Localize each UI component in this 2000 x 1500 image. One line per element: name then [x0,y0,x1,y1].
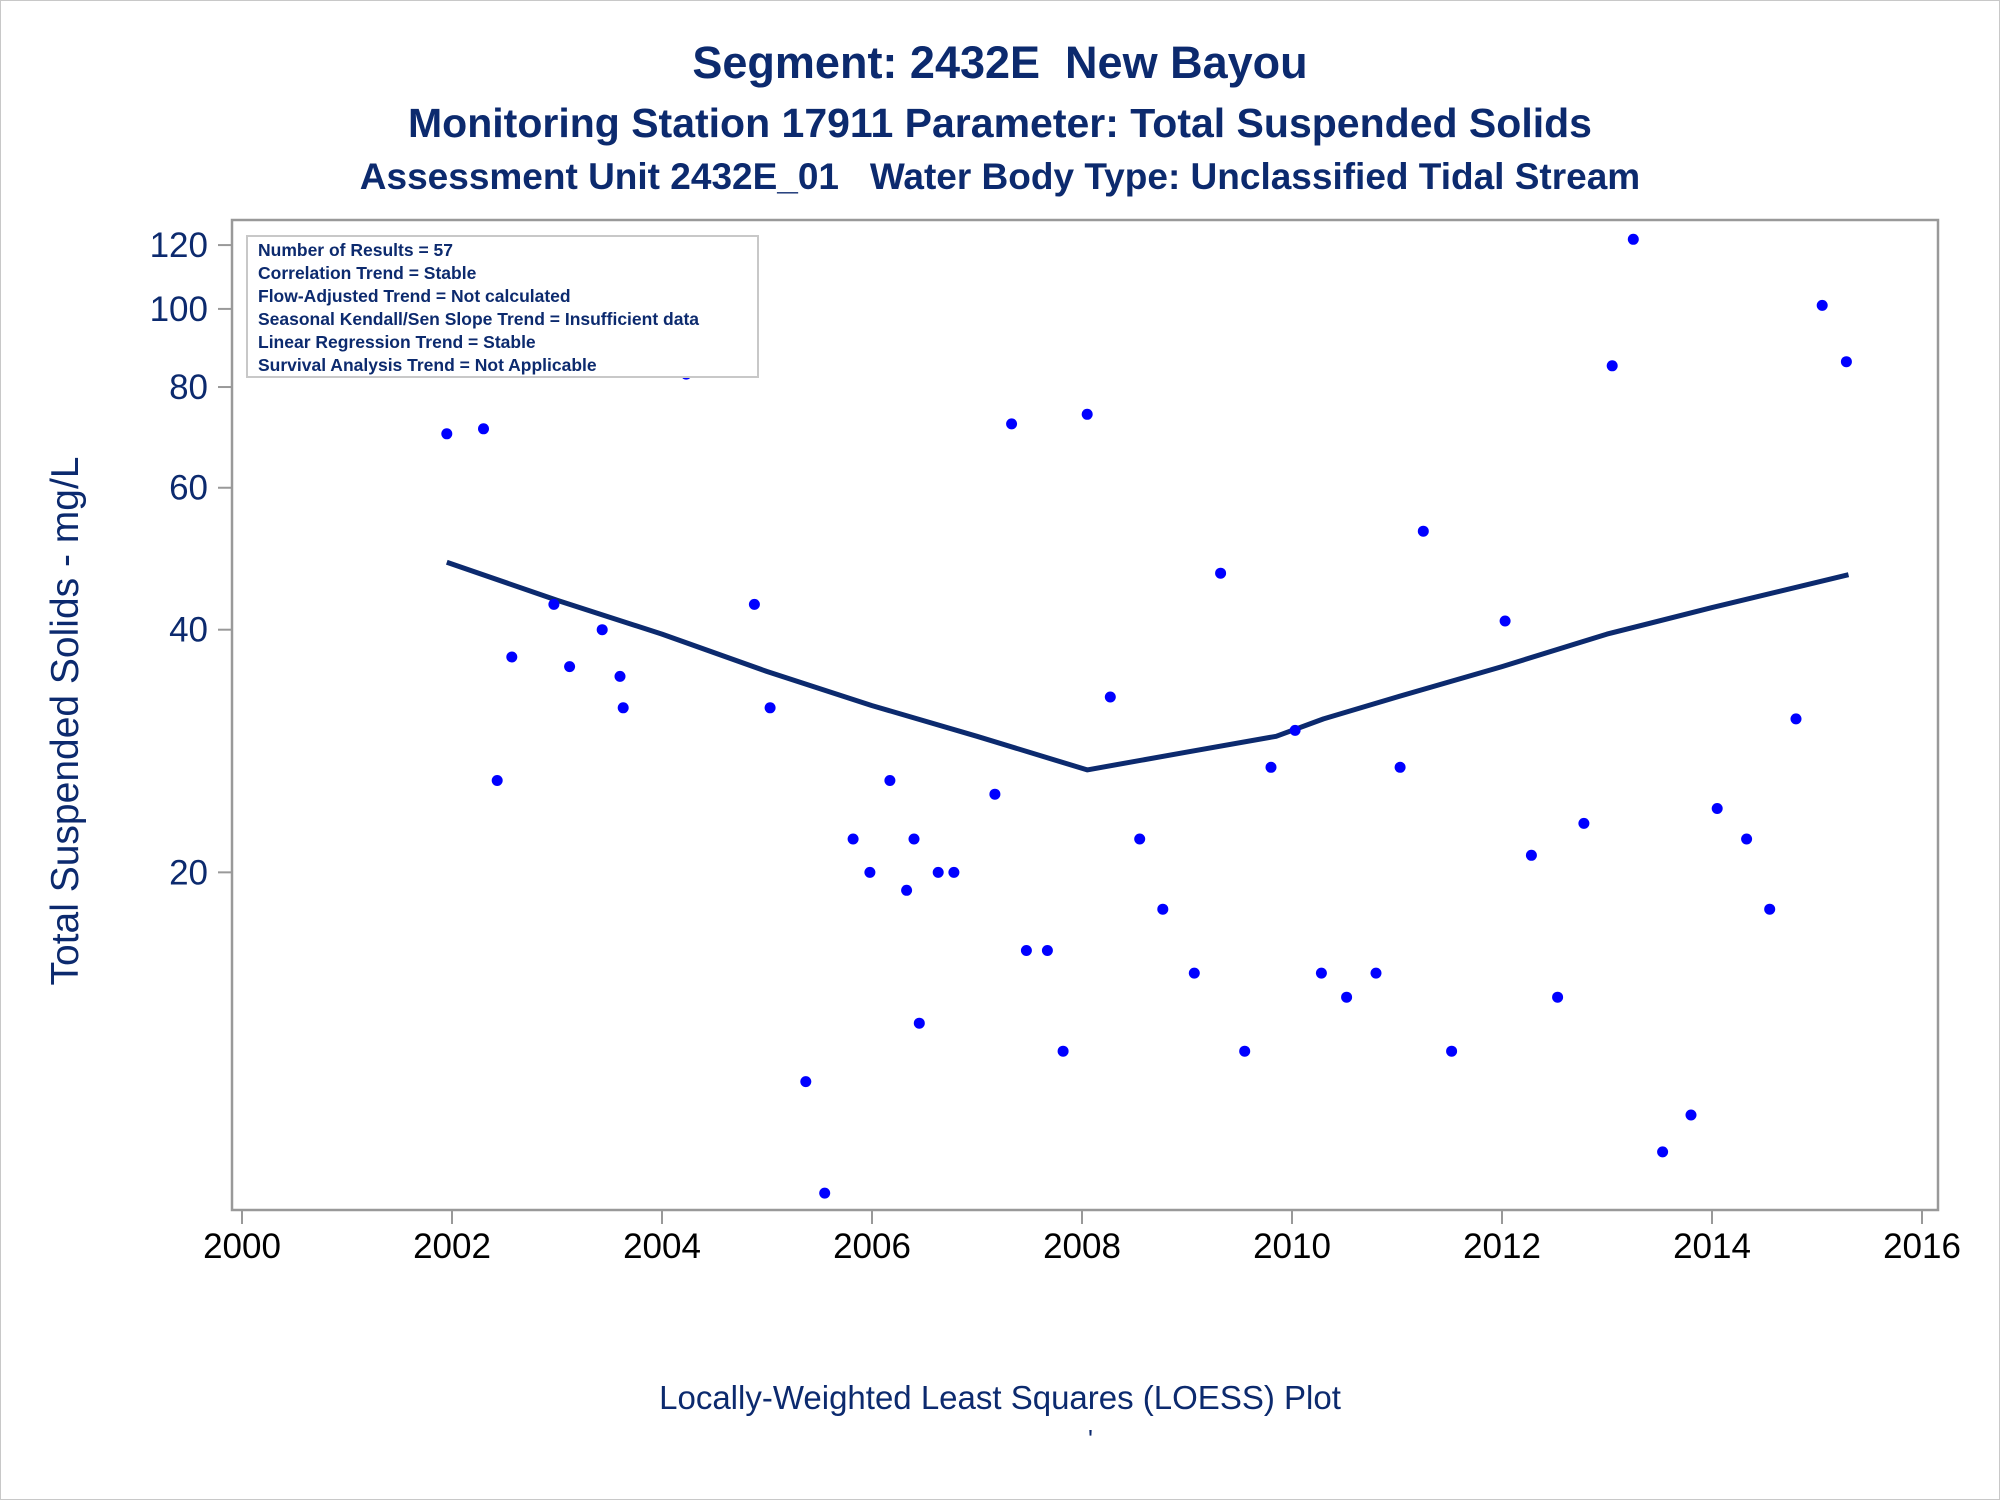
y-tick-label: 20 [169,853,208,892]
data-point [819,1187,831,1199]
data-point [1840,356,1852,368]
data-point [1081,408,1093,420]
data-point [1627,233,1639,245]
data-point [1215,567,1227,579]
chart-subtitle-station: Monitoring Station 17911 Parameter: Tota… [408,100,1592,146]
data-point [1188,967,1200,979]
data-point [1816,299,1828,311]
stats-line: Linear Regression Trend = Stable [258,332,536,352]
data-point [441,428,453,440]
data-point [1578,817,1590,829]
x-tick-label: 2014 [1673,1227,1751,1266]
data-point [617,702,629,714]
footnote: Locally-Weighted Least Squares (LOESS) P… [659,1379,1341,1416]
loess-line [445,559,1850,773]
x-tick-label: 2016 [1883,1227,1961,1266]
chart-title: Segment: 2432E New Bayou [692,37,1308,88]
stats-box-border [246,235,759,378]
data-point [1394,761,1406,773]
stats-line: Correlation Trend = Stable [258,263,477,283]
data-point [1525,849,1537,861]
data-point [1157,903,1169,915]
stats-line: Survival Analysis Trend = Not Applicable [258,355,597,375]
data-point [548,598,560,610]
y-tick-label: 60 [169,469,208,508]
data-point [864,866,876,878]
data-point [1790,713,1802,725]
data-point [1685,1109,1697,1121]
data-point [1315,967,1327,979]
data-point [1657,1146,1669,1158]
data-point [1289,724,1301,736]
footnote-mark: ' [1088,1424,1093,1454]
plot-area-border [230,218,1940,1212]
data-point [1134,833,1146,845]
data-point [506,651,518,663]
data-point [478,423,489,435]
data-point [1370,967,1382,979]
stats-line: Flow-Adjusted Trend = Not calculated [258,286,571,306]
data-point [901,884,913,896]
data-point [800,1076,812,1088]
stats-line: Number of Results = 57 [258,240,453,260]
points-group [441,233,1852,1199]
data-point [948,866,960,878]
data-point [913,1017,925,1029]
data-point [748,598,760,610]
x-tick-label: 2008 [1043,1227,1121,1266]
y-tick-label: 40 [169,611,208,650]
stats-box: Number of Results = 57 Correlation Trend … [246,235,759,378]
y-tick-label: 120 [150,226,208,265]
data-point [1417,525,1429,537]
chart-subtitle-assessment: Assessment Unit 2432E_01 Water Body Type… [359,156,1641,197]
data-point [847,833,859,845]
data-point [1006,418,1018,430]
x-tick-label: 2010 [1253,1227,1331,1266]
data-point [1741,833,1753,845]
x-tick-label: 2000 [203,1227,281,1266]
axes-group: 2000 2002 2004 2006 2008 2010 2012 2014 2016 20 40… [44,218,1961,1266]
data-point [884,775,896,786]
stats-line: Seasonal Kendall/Sen Slope Trend = Insuf… [258,309,699,329]
data-point [596,624,608,636]
x-tick-label: 2006 [833,1227,911,1266]
data-point [614,670,626,682]
data-point [1764,903,1776,915]
data-point [1341,991,1353,1003]
data-point [1041,945,1053,956]
data-point [1265,761,1277,773]
data-point [1104,691,1116,703]
data-point [1552,991,1564,1003]
x-tick-label: 2012 [1463,1227,1541,1266]
data-point [1606,360,1618,372]
data-point [1499,615,1511,627]
y-tick-label: 80 [169,368,208,407]
data-point [1446,1045,1458,1057]
data-point [764,702,776,714]
data-point [564,661,576,673]
data-point [1711,803,1723,814]
data-point [491,775,503,786]
x-tick-label: 2004 [623,1227,701,1266]
data-point [1239,1045,1251,1057]
data-point [908,833,920,845]
x-tick-label: 2002 [413,1227,491,1266]
y-axis-label: Total Suspended Solids - mg/L [44,457,87,986]
data-point [932,866,944,878]
data-point [1057,1045,1069,1057]
data-point [989,788,1001,800]
data-point [1020,945,1032,956]
loess-group [445,559,1850,773]
y-tick-label: 100 [150,290,208,329]
